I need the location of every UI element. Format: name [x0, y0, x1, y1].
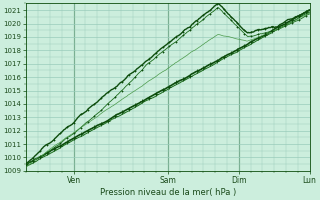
X-axis label: Pression niveau de la mer( hPa ): Pression niveau de la mer( hPa )	[100, 188, 236, 197]
